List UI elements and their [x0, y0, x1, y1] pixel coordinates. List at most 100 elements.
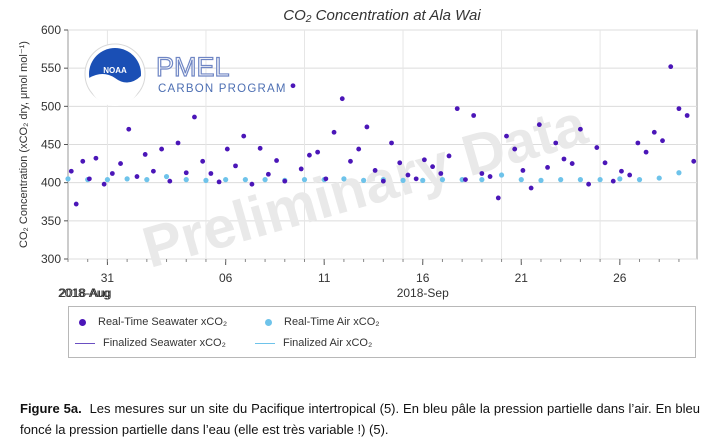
seawater-data-point: [668, 64, 674, 70]
seawater-data-point: [619, 168, 624, 174]
seawater-data-point: [126, 126, 132, 132]
air-data-point: [656, 175, 662, 181]
seawater-data-point: [159, 146, 165, 152]
seawater-data-point: [224, 146, 230, 152]
seawater-data-point: [101, 181, 107, 187]
seawater-data-point: [691, 158, 697, 164]
seawater-data-point: [430, 164, 435, 170]
seawater-data-point: [339, 96, 345, 102]
seawater-data-point: [331, 129, 337, 135]
seawater-data-point: [364, 124, 370, 130]
seawater-data-point: [495, 195, 501, 201]
seawater-data-point: [134, 174, 140, 179]
y-tick-label: 300: [41, 252, 61, 266]
seawater-data-point: [298, 166, 304, 172]
seawater-data-point: [561, 156, 567, 162]
air-data-point: [65, 176, 71, 182]
seawater-data-point: [348, 158, 353, 164]
seawater-data-point: [487, 174, 493, 179]
seawater-data-point: [200, 158, 206, 164]
y-tick-label: 400: [41, 176, 61, 190]
seawater-data-point: [413, 176, 419, 182]
seawater-data-point: [446, 153, 452, 159]
noaa-logo-text: NOAA: [103, 66, 127, 75]
y-tick-label: 500: [41, 99, 61, 113]
seawater-data-point: [627, 172, 633, 178]
legend-label-air: Real-Time Air xCO₂: [284, 316, 380, 328]
air-data-point: [104, 177, 111, 183]
noaa-logo-wave: [89, 74, 141, 106]
air-data-point: [183, 177, 189, 183]
seawater-data-point: [635, 140, 641, 146]
legend-item-finalized-air[interactable]: Finalized Air xCO₂: [255, 335, 372, 351]
air-data-point: [400, 177, 406, 183]
chart-title: CO₂ Concentration at Ala Wai: [283, 7, 481, 24]
seawater-data-point: [80, 158, 86, 164]
legend-item-seawater[interactable]: Real-Time Seawater xCO₂: [79, 314, 227, 330]
seawater-data-point: [86, 176, 92, 182]
legend-label-finalized-seawater: Finalized Seawater xCO₂: [103, 337, 226, 349]
seawater-data-point: [315, 149, 321, 155]
air-data-point: [163, 173, 170, 180]
air-data-point: [577, 177, 583, 183]
seawater-data-point: [684, 113, 690, 118]
seawater-data-point: [594, 145, 600, 150]
air-data-point: [341, 176, 347, 182]
seawater-data-point: [208, 171, 214, 176]
seawater-data-point: [405, 172, 411, 178]
x-tick-label: 26: [613, 271, 627, 285]
legend-item-finalized-seawater[interactable]: Finalized Seawater xCO₂: [75, 335, 226, 351]
seawater-data-point: [257, 145, 263, 151]
air-data-point: [498, 172, 505, 178]
x-tick-label: 31: [101, 271, 115, 285]
air-data-point: [223, 177, 229, 183]
y-tick-label: 600: [41, 23, 61, 37]
seawater-data-point: [265, 171, 271, 177]
air-data-point: [558, 177, 564, 183]
seawater-data-point: [586, 181, 592, 187]
pmel-logo-text: PMEL: [156, 52, 230, 82]
seawater-data-point: [651, 129, 657, 135]
seawater-data-point: [233, 163, 238, 169]
legend-line-finalized-seawater: [75, 342, 95, 344]
air-data-point: [518, 177, 524, 183]
legend-marker-air: [265, 318, 272, 326]
y-tick-label: 450: [41, 138, 61, 152]
air-data-point: [617, 176, 623, 182]
seawater-data-point: [109, 171, 115, 176]
seawater-data-point: [421, 157, 427, 163]
x-tick-label: 06: [219, 271, 233, 285]
seawater-data-point: [307, 152, 312, 158]
seawater-data-point: [380, 178, 386, 184]
seawater-data-point: [660, 138, 665, 144]
seawater-data-point: [479, 171, 485, 176]
seawater-data-point: [536, 122, 542, 128]
seawater-data-point: [175, 140, 181, 146]
air-data-point: [242, 177, 248, 183]
air-data-point: [479, 177, 485, 183]
seawater-data-point: [249, 181, 255, 187]
seawater-data-point: [323, 176, 329, 182]
air-data-point: [636, 177, 643, 183]
seawater-data-point: [274, 158, 279, 163]
air-data-point: [203, 177, 209, 183]
seawater-data-point: [602, 160, 608, 166]
seawater-data-point: [643, 149, 649, 155]
legend-label-seawater: Real-Time Seawater xCO₂: [98, 316, 228, 328]
chart-legend: Real-Time Seawater xCO₂ Real-Time Air xC…: [68, 306, 696, 358]
air-data-point: [124, 176, 130, 182]
x-tick-label: 16: [416, 271, 430, 285]
y-tick-label: 550: [41, 61, 61, 75]
seawater-data-point: [512, 146, 518, 152]
x-sublabel: 2018-Aug: [58, 286, 110, 300]
air-data-point: [676, 170, 682, 176]
air-data-point: [538, 177, 544, 183]
seawater-data-point: [282, 178, 288, 184]
legend-item-air[interactable]: Real-Time Air xCO₂: [265, 314, 380, 330]
seawater-data-point: [610, 178, 616, 184]
seawater-data-point: [569, 161, 575, 166]
figure-caption-label: Figure 5a.: [20, 401, 82, 416]
seawater-data-point: [150, 168, 156, 174]
seawater-data-point: [68, 168, 74, 174]
